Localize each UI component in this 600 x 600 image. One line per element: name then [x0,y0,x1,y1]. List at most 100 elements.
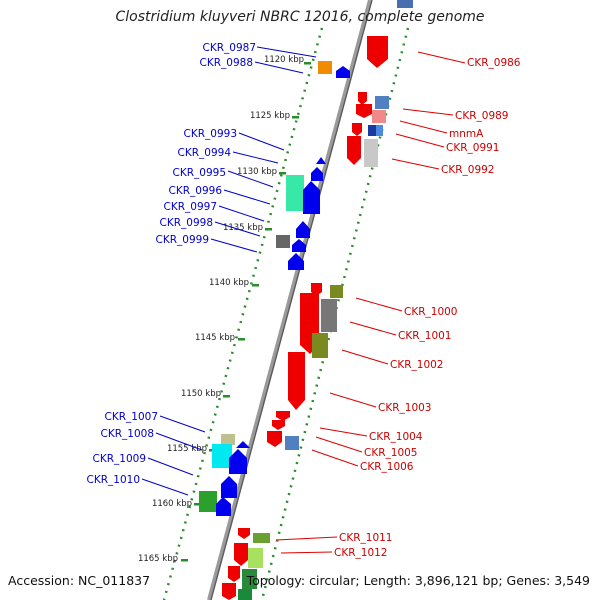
callout-line [159,415,206,433]
kbp-tick [252,284,259,287]
gene-label[interactable]: CKR_1011 [339,532,392,544]
gene-label[interactable]: CKR_0986 [467,57,521,69]
gene-feature [397,0,413,8]
left-gene-labels: CKR_0987 CKR_0988 CKR_0993 CKR_0994 CKR_… [87,42,256,486]
gene-label[interactable]: CKR_1005 [364,447,417,459]
callout-line [232,151,279,164]
callout-line [417,51,466,64]
callout-line [315,436,363,453]
gene-label[interactable]: CKR_1009 [93,453,146,465]
gene-feature [318,61,332,74]
gene-label[interactable]: CKR_0994 [178,147,232,159]
kbp-tick [181,559,188,562]
gene-label[interactable]: CKR_1003 [378,402,431,414]
gene-label[interactable]: CKR_1002 [390,359,443,371]
callout-line [256,46,317,58]
gene-arrow [292,239,306,252]
kbp-tick [238,338,245,341]
accession-text: Accession: NC_011837 [8,573,151,588]
genome-backbone-shadow [210,0,373,600]
gene-feature [321,299,337,332]
gene-feature [242,569,257,589]
genome-stats-text: Topology: circular; Length: 3,896,121 bp… [246,573,590,588]
kbp-label: 1145 kbp [195,333,235,343]
kbp-label: 1120 kbp [264,55,304,65]
kbp-label: 1130 kbp [237,167,277,177]
kbp-label: 1155 kbp [167,444,207,454]
gene-feature [286,175,304,211]
kbp-labels: 1120 kbp 1125 kbp 1130 kbp 1135 kbp 1140… [138,55,304,564]
gene-arrow [222,583,236,600]
gene-label[interactable]: CKR_0992 [441,164,494,176]
outer-track [222,0,413,600]
kbp-tick [194,503,201,506]
gene-arrow [236,441,250,448]
gene-label[interactable]: CKR_0996 [169,185,223,197]
gene-label[interactable]: CKR_1006 [360,461,414,473]
gene-feature [364,139,378,167]
callout-line [214,221,261,237]
kbp-label: 1135 kbp [223,223,263,233]
callout-line [223,189,271,205]
right-gene-labels: CKR_0986 CKR_0989 mnmA CKR_0991 CKR_0992… [334,57,521,559]
gene-arrow [352,123,362,136]
gene-arrow [311,167,323,181]
gene-label[interactable]: CKR_0999 [156,234,209,246]
gene-label[interactable]: CKR_0997 [164,201,217,213]
callout-line [329,392,377,408]
callout-line [210,238,258,253]
gene-feature [238,589,252,600]
gene-label[interactable]: CKR_1007 [105,411,158,423]
kbp-label: 1160 kbp [152,499,192,509]
inner-ruler-line [162,27,324,600]
kbp-tick [279,172,286,175]
gene-arrow [296,221,310,238]
callout-line [402,108,454,116]
callout-line [399,120,448,134]
gene-feature [199,491,217,512]
gene-label[interactable]: CKR_0991 [446,142,499,154]
kbp-tick [304,62,311,65]
callout-line [218,205,265,222]
gene-feature [253,533,270,543]
gene-arrow [228,566,240,582]
kbp-tick [292,116,299,119]
gene-label[interactable]: CKR_0993 [184,128,237,140]
gene-arrow [303,181,320,214]
gene-arrow [288,352,305,410]
gene-label[interactable]: CKR_1008 [101,428,154,440]
gene-feature [330,285,343,298]
callout-line [141,478,189,496]
callout-line [391,158,440,170]
kbp-label: 1125 kbp [250,111,290,121]
kbp-tick [223,395,230,398]
gene-arrow [221,476,237,498]
gene-arrow [358,92,367,105]
gene-label[interactable]: CKR_0987 [203,42,256,54]
callout-line [238,132,285,151]
gene-label[interactable]: CKR_0988 [200,57,253,69]
gene-arrow [276,411,290,421]
gene-label[interactable]: CKR_1012 [334,547,387,559]
gene-feature [276,235,290,248]
gene-label[interactable]: CKR_0995 [173,167,226,179]
gene-feature [375,96,389,109]
gene-label[interactable]: CKR_0989 [455,110,508,122]
gene-label[interactable]: mnmA [449,128,484,140]
gene-arrow [272,420,285,430]
gene-label[interactable]: CKR_1000 [404,306,457,318]
kbp-label: 1140 kbp [209,278,249,288]
callout-line [349,321,397,336]
kbp-label: 1150 kbp [181,389,221,399]
gene-label[interactable]: CKR_0998 [160,217,213,229]
gene-arrow [347,136,361,165]
callout-line [319,427,368,437]
gene-feature [285,436,299,450]
gene-feature [368,125,376,136]
gene-arrow [238,528,250,539]
gene-label[interactable]: CKR_1001 [398,330,451,342]
gene-feature [212,444,232,468]
gene-label[interactable]: CKR_1010 [87,474,140,486]
gene-label[interactable]: CKR_1004 [369,431,423,443]
